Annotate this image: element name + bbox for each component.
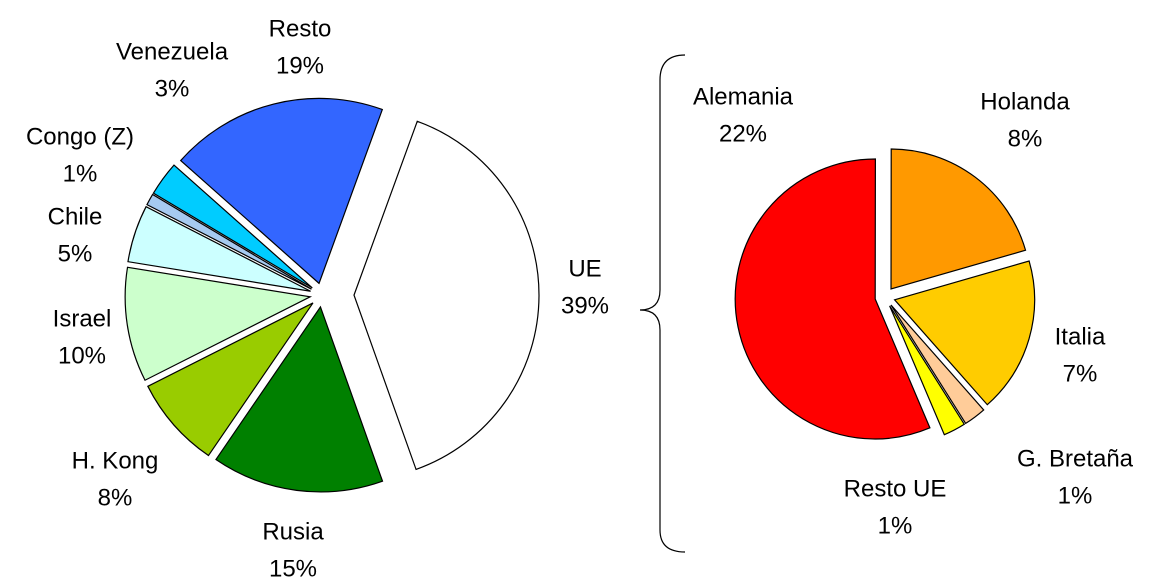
- pie-slice: [893, 260, 1036, 406]
- slice-label: Israel: [53, 305, 112, 332]
- pie-slice: [890, 304, 985, 425]
- slice-value-label: 1%: [63, 160, 98, 187]
- slice-value-label: 8%: [1008, 125, 1043, 152]
- brace: [639, 54, 686, 553]
- slice-value-label: 22%: [719, 120, 767, 147]
- slice-label: Venezuela: [116, 38, 229, 65]
- pie-slice: [353, 120, 540, 471]
- slice-label: H. Kong: [72, 447, 159, 474]
- slice-value-label: 3%: [155, 75, 190, 102]
- pie-slice: [890, 148, 1027, 290]
- slice-value-label: 5%: [58, 240, 93, 267]
- pie-slice: [179, 97, 384, 285]
- slice-label: Resto UE: [844, 475, 947, 502]
- slice-value-label: 10%: [58, 342, 106, 369]
- slice-label: Alemania: [693, 83, 794, 110]
- pie-slice: [889, 305, 966, 436]
- slice-value-label: 15%: [269, 555, 317, 580]
- slice-value-label: 7%: [1063, 360, 1098, 387]
- slice-label: Resto: [269, 15, 332, 42]
- slice-value-label: 8%: [98, 484, 133, 511]
- pie-slice: [147, 302, 314, 457]
- pie-slice: [152, 164, 313, 289]
- slice-label: Italia: [1055, 323, 1106, 350]
- slice-label: Rusia: [262, 518, 324, 545]
- slice-label: Holanda: [980, 88, 1070, 115]
- pie-slice: [734, 158, 931, 440]
- slice-value-label: 1%: [1058, 482, 1093, 509]
- pie-slice: [127, 205, 311, 292]
- slice-label: UE: [568, 255, 601, 282]
- slice-label: G. Bretaña: [1017, 445, 1134, 472]
- pie-slice: [215, 305, 384, 493]
- pie-slice: [146, 193, 312, 290]
- slice-value-label: 39%: [561, 292, 609, 319]
- slice-label: Congo (Z): [26, 123, 134, 150]
- slice-label: Chile: [48, 203, 103, 230]
- slice-value-label: 1%: [878, 512, 913, 539]
- pie-slice: [124, 266, 313, 382]
- slice-value-label: 19%: [276, 52, 324, 79]
